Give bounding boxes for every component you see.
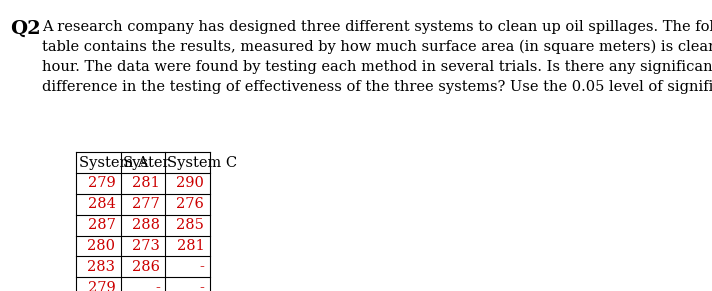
Text: A research company has designed three different systems to clean up oil spillage: A research company has designed three di… (42, 19, 712, 94)
Text: 290: 290 (177, 176, 204, 190)
Text: -: - (155, 281, 160, 291)
Text: -: - (199, 281, 204, 291)
Text: Q2: Q2 (10, 19, 41, 38)
Text: 285: 285 (177, 218, 204, 232)
Text: 273: 273 (132, 239, 160, 253)
Text: 288: 288 (132, 218, 160, 232)
Text: Syster: Syster (123, 156, 171, 170)
Text: 276: 276 (177, 197, 204, 211)
Text: 287: 287 (88, 218, 115, 232)
Text: 284: 284 (88, 197, 115, 211)
Text: 279: 279 (88, 281, 115, 291)
Text: 286: 286 (132, 260, 160, 274)
Text: 283: 283 (88, 260, 115, 274)
Text: 280: 280 (88, 239, 115, 253)
Text: 281: 281 (177, 239, 204, 253)
Text: 279: 279 (88, 176, 115, 190)
Text: 281: 281 (132, 176, 160, 190)
Text: System C: System C (167, 156, 238, 170)
Text: -: - (199, 260, 204, 274)
Text: 277: 277 (132, 197, 160, 211)
Text: System A: System A (78, 156, 148, 170)
